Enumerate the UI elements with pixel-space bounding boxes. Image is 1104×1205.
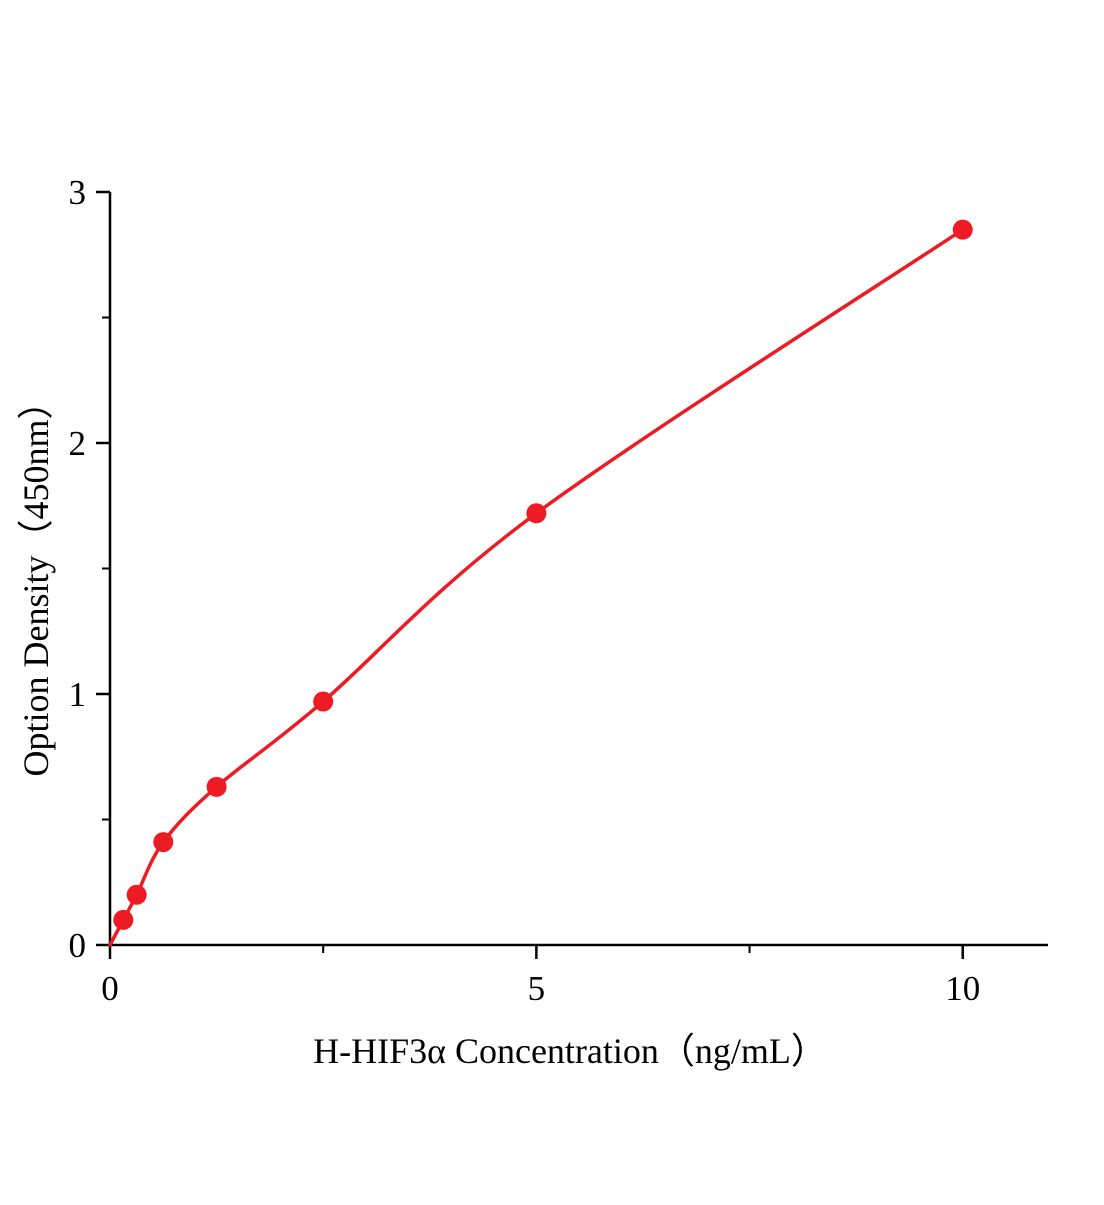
y-axis-tick-label: 1 xyxy=(69,675,87,714)
data-point-marker xyxy=(153,832,174,853)
y-axis-tick-label: 3 xyxy=(69,173,87,212)
data-point-marker xyxy=(313,691,334,712)
x-axis-tick-label: 5 xyxy=(528,969,546,1008)
plot-layer: 0 5 10 0 1 2 3 xyxy=(69,173,1048,1008)
x-axis-tick-label: 0 xyxy=(101,969,119,1008)
standard-curve-line xyxy=(108,227,965,947)
y-axis-tick-label: 2 xyxy=(69,424,87,463)
data-point-marker xyxy=(526,503,547,524)
x-axis-label: H-HIF3α Concentration（ng/mL） xyxy=(313,1031,827,1071)
data-point-marker xyxy=(206,776,227,797)
x-axis-tick-label: 10 xyxy=(945,969,980,1008)
data-point-marker xyxy=(113,909,134,930)
y-axis-tick-label: 0 xyxy=(69,926,87,965)
y-axis-label: Option Density（450nm） xyxy=(16,384,56,777)
data-point-marker xyxy=(126,884,147,905)
data-point-marker xyxy=(952,219,973,240)
